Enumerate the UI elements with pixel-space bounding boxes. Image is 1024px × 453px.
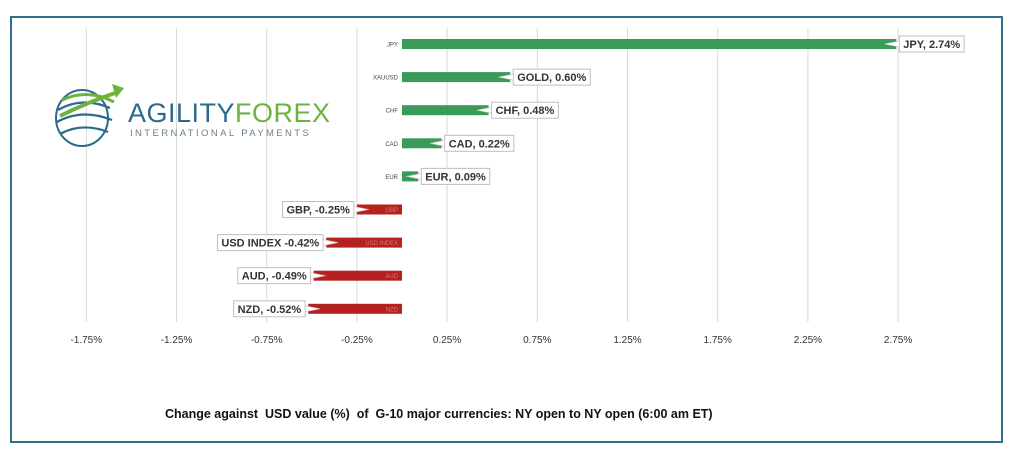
x-tick-label: -0.75% [251, 335, 283, 346]
globe-arrow-icon [55, 84, 124, 147]
category-label: EUR [385, 175, 398, 181]
x-tick-label: 1.75% [704, 335, 732, 346]
data-label: NZD, -0.52% [238, 304, 302, 316]
data-label-pointer [884, 40, 900, 48]
data-label: JPY, 2.74% [903, 39, 960, 51]
bar [326, 237, 402, 248]
x-tick-label: 0.75% [523, 335, 551, 346]
category-label: JPY [387, 43, 398, 49]
category-label: USD INDEX [365, 241, 398, 247]
data-label: CAD, 0.22% [449, 138, 510, 150]
category-label: XAUUSD [373, 76, 399, 82]
data-label-pointer [406, 173, 422, 180]
data-label-pointer [476, 106, 492, 114]
bar [313, 270, 402, 281]
logo-subtitle: INTERNATIONAL PAYMENTS [130, 128, 312, 139]
agility-forex-logo: AGILITYFOREX INTERNATIONAL PAYMENTS [52, 78, 330, 158]
data-label-pointer [310, 272, 326, 280]
x-tick-label: 0.25% [433, 335, 461, 346]
logo-brand-agility: AGILITY [128, 98, 236, 128]
bar [402, 72, 511, 83]
x-tick-label: -1.75% [70, 335, 102, 346]
data-label-pointer [429, 139, 445, 147]
logo-brand: AGILITYFOREX [128, 98, 331, 129]
bar [356, 204, 402, 215]
data-label: CHF, 0.48% [496, 105, 555, 117]
chart-frame [10, 16, 1003, 443]
logo-brand-forex: FOREX [235, 98, 331, 128]
data-label: EUR, 0.09% [425, 171, 486, 183]
x-tick-label: 2.25% [794, 335, 822, 346]
category-label: NZD [386, 307, 399, 313]
bar [402, 105, 489, 116]
data-label-pointer [353, 206, 369, 213]
chart-caption: Change against USD value (%) of G-10 maj… [165, 407, 713, 421]
data-label: USD INDEX -0.42% [221, 238, 319, 250]
x-tick-label: 2.75% [884, 335, 912, 346]
bar [402, 39, 897, 49]
category-label: AUD [385, 274, 398, 280]
x-tick-label: -1.25% [161, 335, 193, 346]
data-label: AUD, -0.49% [242, 271, 307, 283]
data-label: GOLD, 0.60% [517, 72, 586, 84]
data-label-pointer [304, 305, 321, 313]
bar [308, 303, 402, 314]
data-label: GBP, -0.25% [287, 205, 351, 217]
data-label-pointer [322, 239, 339, 246]
x-tick-label: 1.25% [613, 335, 641, 346]
data-label-pointer [498, 73, 514, 81]
category-label: CAD [385, 142, 398, 148]
x-tick-label: -0.25% [341, 335, 373, 346]
category-label: CHF [386, 109, 399, 115]
bar [402, 138, 442, 149]
category-label: GBP [385, 208, 398, 214]
